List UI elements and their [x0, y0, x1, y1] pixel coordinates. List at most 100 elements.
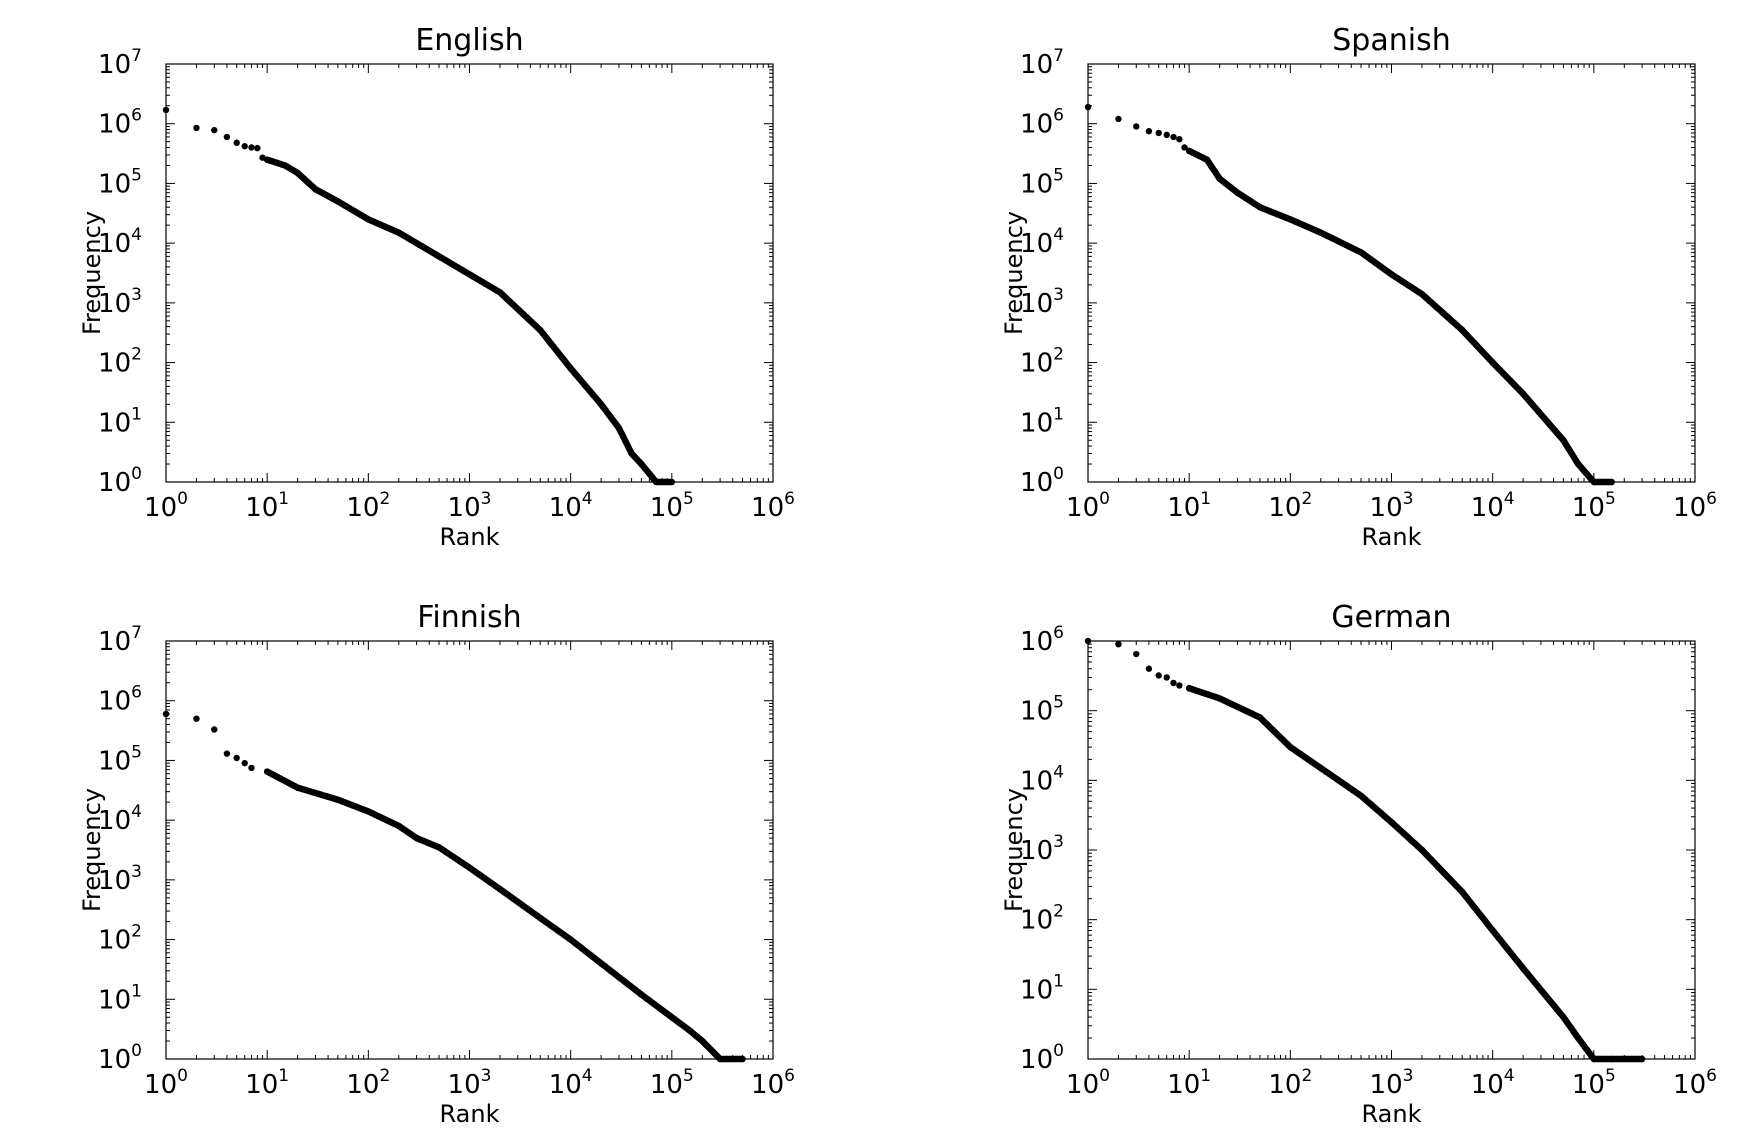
y-tick-label: 104	[1020, 762, 1064, 796]
x-tick-label: 102	[1268, 489, 1312, 523]
data-point	[193, 124, 200, 132]
x-tick-label: 105	[650, 1066, 694, 1100]
y-tick-label: 100	[1020, 1041, 1064, 1075]
data-point	[241, 143, 248, 150]
data-point	[241, 759, 248, 767]
y-tick-label: 105	[98, 165, 142, 199]
chart-title: Spanish	[1332, 23, 1450, 58]
data-point	[211, 726, 218, 733]
data-series-markers	[263, 768, 746, 1063]
data-point	[1163, 131, 1170, 139]
data-point	[1155, 129, 1162, 137]
data-point	[233, 139, 240, 146]
y-tick-label: 107	[98, 623, 142, 657]
y-axis-label: Frequency	[78, 788, 106, 912]
x-tick-label: 106	[751, 489, 795, 523]
x-axis-label: Rank	[440, 523, 500, 551]
x-tick-label: 101	[245, 489, 289, 523]
data-point	[1133, 123, 1140, 130]
y-tick-label: 100	[98, 1041, 142, 1075]
x-tick-label: 103	[448, 1066, 492, 1100]
x-tick-label: 106	[1673, 1066, 1717, 1100]
x-tick-label: 104	[1471, 489, 1515, 523]
x-tick-label: 103	[1370, 489, 1414, 523]
y-tick-label: 102	[1020, 902, 1064, 936]
subplot-spanish: 100 101 102 103 104 105 106 100 101 102 103 104 105 1…	[1000, 23, 1717, 551]
x-axis-label: Rank	[1362, 523, 1422, 551]
data-point	[248, 144, 255, 151]
x-axis-label: Rank	[1362, 1100, 1422, 1128]
data-point	[162, 710, 170, 718]
y-tick-label: 105	[1020, 165, 1064, 199]
chart-title: German	[1331, 600, 1451, 635]
data-point	[162, 106, 170, 114]
data-point	[1084, 103, 1092, 111]
x-tick-label: 106	[751, 1066, 795, 1100]
y-axis-label: Frequency	[1000, 211, 1028, 335]
y-tick-label: 103	[98, 862, 142, 896]
plot-frame	[1087, 640, 1696, 1060]
y-axis-label: Frequency	[1000, 788, 1028, 912]
y-tick-label: 103	[1020, 285, 1064, 319]
chart-title: Finnish	[417, 600, 521, 635]
x-tick-label: 100	[144, 1066, 188, 1100]
x-tick-label: 103	[1370, 1066, 1414, 1100]
data-point	[1163, 674, 1170, 681]
data-point	[193, 715, 200, 722]
x-tick-label: 105	[650, 489, 694, 523]
data-point	[1084, 637, 1092, 645]
data-point	[1176, 136, 1183, 143]
x-tick-label: 102	[1268, 1066, 1312, 1100]
x-tick-label: 100	[1066, 1066, 1110, 1100]
y-tick-label: 101	[98, 404, 142, 438]
x-tick-label: 103	[448, 489, 492, 523]
data-series-markers	[1185, 684, 1646, 1063]
subplot-german: 100 101 102 103 104 105 106 100 101 102 103 104 105 1…	[1000, 600, 1717, 1128]
x-tick-label: 106	[1673, 489, 1717, 523]
x-tick-label: 102	[346, 489, 390, 523]
y-tick-label: 101	[98, 981, 142, 1015]
y-tick-label: 100	[98, 464, 142, 498]
y-tick-label: 104	[98, 225, 142, 259]
y-tick-label: 100	[1020, 464, 1064, 498]
x-tick-label: 100	[144, 489, 188, 523]
data-point	[254, 144, 261, 152]
y-tick-label: 105	[98, 742, 142, 776]
chart-title: English	[415, 23, 523, 58]
subplot-finnish: 100 101 102 103 104 105 106 100 101 102 103 104 105 1…	[78, 600, 795, 1128]
x-tick-label: 101	[1167, 489, 1211, 523]
data-series-markers	[263, 156, 675, 486]
data-point	[1115, 640, 1122, 648]
data-point	[1145, 665, 1153, 672]
y-tick-label: 102	[1020, 345, 1064, 379]
x-tick-label: 102	[346, 1066, 390, 1100]
y-tick-label: 106	[1020, 623, 1064, 657]
y-tick-label: 106	[98, 683, 142, 717]
y-tick-label: 106	[1020, 106, 1064, 140]
y-tick-label: 102	[98, 345, 142, 379]
y-axis-label: Frequency	[78, 211, 106, 335]
data-point	[211, 126, 218, 134]
y-tick-label: 105	[1020, 693, 1064, 727]
y-tick-label: 102	[98, 922, 142, 956]
x-tick-label: 100	[1066, 489, 1110, 523]
x-tick-label: 104	[549, 489, 593, 523]
data-point	[1170, 133, 1177, 141]
y-tick-label: 106	[98, 106, 142, 140]
data-point	[1133, 650, 1140, 658]
y-tick-label: 103	[1020, 832, 1064, 866]
data-point	[233, 754, 240, 762]
x-axis-label: Rank	[440, 1100, 500, 1128]
data-point	[1170, 679, 1177, 687]
y-tick-label: 104	[98, 802, 142, 836]
data-point	[223, 750, 231, 757]
y-tick-label: 107	[98, 46, 142, 80]
data-point	[1145, 127, 1153, 135]
y-tick-label: 104	[1020, 225, 1064, 259]
data-point	[1181, 144, 1188, 151]
x-tick-label: 104	[1471, 1066, 1515, 1100]
plot-frame	[165, 640, 774, 1060]
y-tick-label: 103	[98, 285, 142, 319]
data-point	[1155, 672, 1162, 679]
